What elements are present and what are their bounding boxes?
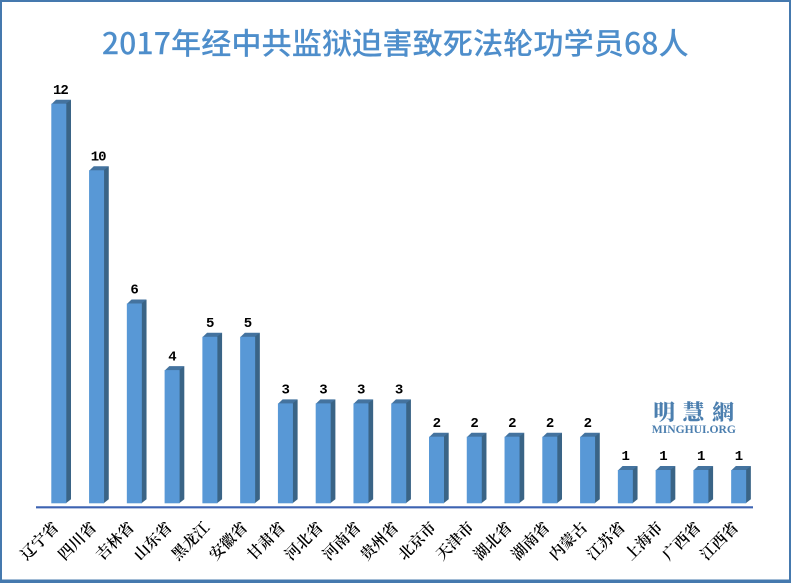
svg-text:1: 1 [659,449,667,465]
svg-text:1: 1 [621,449,629,465]
svg-text:1: 1 [735,449,743,465]
svg-text:10: 10 [91,150,106,166]
svg-text:3: 3 [395,383,403,399]
svg-text:1: 1 [697,449,705,465]
svg-text:3: 3 [282,383,290,399]
svg-text:3: 3 [319,383,327,399]
svg-text:2: 2 [546,416,554,432]
svg-text:4: 4 [168,349,176,365]
svg-text:2: 2 [508,416,516,432]
svg-text:6: 6 [130,283,138,299]
svg-text:2: 2 [584,416,592,432]
svg-text:12: 12 [53,83,68,99]
svg-text:2: 2 [433,416,441,432]
svg-text:2: 2 [470,416,478,432]
svg-text:MINGHUI.ORG: MINGHUI.ORG [652,423,736,436]
svg-text:5: 5 [244,316,252,332]
svg-text:3: 3 [357,383,365,399]
svg-text:5: 5 [206,316,214,332]
